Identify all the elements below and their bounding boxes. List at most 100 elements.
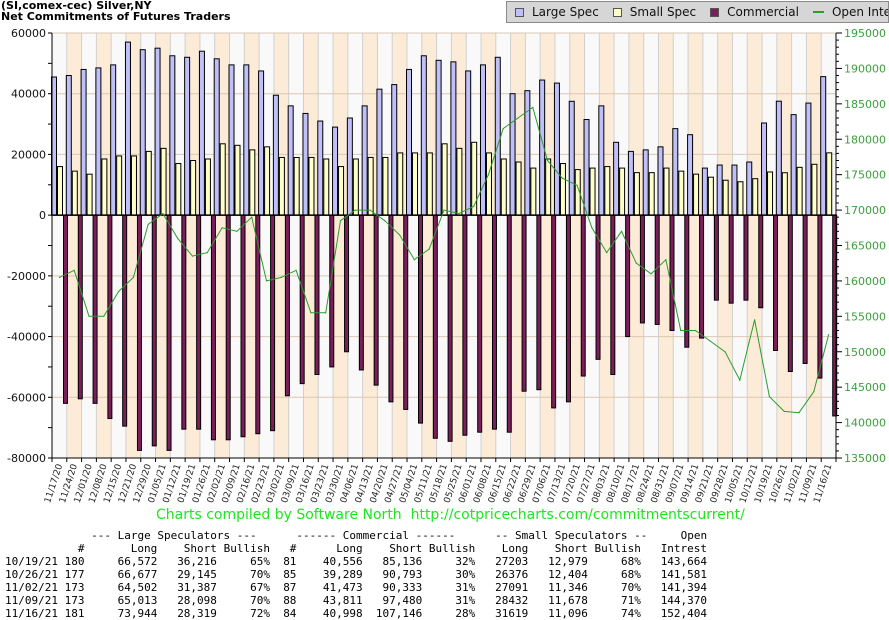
bar-commercial (107, 214, 113, 420)
bar-commercial (314, 214, 320, 376)
cell-ss-long: 28432 (495, 594, 529, 607)
cell-ls-n: 180 (64, 555, 85, 568)
bar-commercial (506, 214, 512, 433)
column-header: Long (501, 542, 529, 555)
legend-label-open-interest: Open Interest (831, 5, 889, 19)
bar-small-spec (412, 152, 419, 216)
y2-tick-label: 175000 (844, 169, 886, 182)
bar-commercial (625, 214, 631, 338)
bar-commercial (551, 214, 557, 409)
bar-large-spec (376, 88, 383, 216)
bar-small-spec (633, 172, 640, 216)
y2-tick-label: 140000 (844, 417, 886, 430)
bar-large-spec (317, 120, 324, 216)
bar-commercial (63, 214, 68, 404)
bar-small-spec (145, 150, 152, 216)
y-tick-label: 40000 (11, 88, 46, 101)
open-interest-point (118, 290, 120, 293)
legend: Large Spec Small Spec Commercial Open In… (506, 1, 889, 23)
cell-ls-long: 66,572 (117, 555, 158, 568)
bar-commercial (580, 214, 586, 377)
open-interest-point (694, 329, 697, 332)
cell-c-n: 84 (283, 607, 297, 620)
bar-small-spec (456, 147, 463, 216)
cell-ls-short: 28,098 (177, 594, 217, 607)
bar-commercial (447, 214, 453, 442)
bar-small-spec (367, 156, 374, 216)
bar-small-spec (604, 166, 611, 216)
bar-small-spec (663, 167, 670, 216)
cell-c-short: 97,480 (382, 594, 423, 607)
cell-oi: 144,370 (660, 594, 708, 607)
bar-commercial (477, 214, 483, 433)
open-interest-point (265, 280, 268, 282)
bar-commercial (284, 214, 290, 397)
cell-ss-long: 26376 (495, 568, 529, 581)
cell-ss-long: 31619 (495, 607, 529, 620)
bar-commercial (758, 214, 764, 309)
bar-small-spec (308, 156, 315, 216)
row-date: 10/26/21 (5, 568, 58, 581)
cell-c-bull: 28% (455, 607, 476, 620)
small-spec-swatch-icon (612, 7, 622, 17)
cell-c-short: 90,793 (382, 568, 423, 581)
bar-large-spec (213, 58, 220, 216)
bar-commercial (432, 214, 438, 439)
bar-commercial (196, 214, 202, 430)
y2-tick-label: 160000 (844, 275, 886, 288)
bar-commercial (166, 214, 172, 451)
bar-large-spec (258, 70, 265, 216)
open-interest-point (369, 209, 371, 211)
bar-large-spec (642, 149, 649, 216)
bar-small-spec (707, 176, 714, 216)
column-header: Bullish (594, 542, 641, 555)
open-interest-point (58, 276, 61, 278)
column-header: Bullish (428, 542, 476, 555)
bar-small-spec (338, 166, 345, 216)
cell-ls-long: 73,944 (117, 607, 158, 620)
bar-small-spec (204, 158, 211, 216)
bar-large-spec (332, 126, 339, 216)
cell-oi: 141,394 (660, 581, 708, 594)
title-line-2: Net Commitments of Futures Traders (1, 10, 231, 23)
cell-ss-bull: 71% (621, 594, 641, 607)
bar-large-spec (450, 61, 457, 216)
bar-small-spec (249, 149, 256, 216)
bar-small-spec (545, 158, 552, 216)
cell-ls-n: 181 (64, 607, 85, 620)
legend-item-open-interest: Open Interest (812, 5, 889, 19)
bar-commercial (699, 214, 705, 339)
bar-commercial (462, 214, 468, 436)
bar-small-spec (693, 173, 700, 216)
bar-large-spec (346, 117, 353, 216)
cell-ss-short: 11,678 (548, 594, 588, 607)
cell-ls-n: 173 (64, 581, 85, 594)
bar-commercial (122, 214, 128, 427)
bar-small-spec (352, 158, 359, 216)
legend-label-large-spec: Large Spec (532, 5, 599, 19)
column-header: Long (336, 542, 363, 555)
bar-large-spec (95, 67, 102, 216)
column-header: # (289, 542, 297, 555)
y2-tick-label: 185000 (844, 98, 886, 111)
open-interest-line-icon (812, 11, 824, 13)
y2-tick-label: 190000 (844, 62, 886, 75)
bar-large-spec (509, 93, 516, 216)
open-interest-point (665, 259, 667, 261)
cell-oi: 141,581 (660, 568, 708, 581)
bar-large-spec (583, 119, 590, 216)
bar-large-spec (761, 122, 768, 216)
y2-tick-label: 145000 (844, 381, 886, 394)
bar-small-spec (234, 144, 241, 216)
cell-ss-bull: 70% (621, 581, 641, 594)
group-commercial: ------ Commercial ------ (296, 529, 456, 542)
cell-ls-long: 66,677 (117, 568, 158, 581)
bar-commercial (77, 214, 83, 400)
open-interest-point (635, 262, 637, 264)
bar-large-spec (524, 90, 531, 216)
bar-large-spec (154, 47, 161, 216)
bar-small-spec (264, 146, 271, 216)
bar-small-spec (86, 173, 93, 216)
cell-c-bull: 30% (455, 568, 476, 581)
column-header: Short (183, 542, 217, 555)
